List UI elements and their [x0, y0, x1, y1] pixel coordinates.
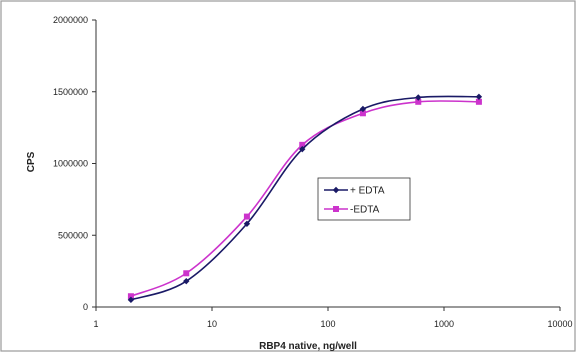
axes: 0 500000 1000000 1500000 2000000 1 10 100 1000 10… [53, 15, 573, 329]
legend-label: + EDTA [350, 186, 385, 197]
y-tick-label: 1000000 [53, 159, 88, 169]
x-tick-label: 1000 [434, 319, 454, 329]
legend-marker [333, 206, 339, 212]
data-point [415, 98, 422, 105]
data-point [243, 213, 250, 220]
y-tick-label: 0 [83, 302, 88, 312]
data-point [183, 277, 190, 285]
y-axis-title: CPS [26, 151, 37, 172]
data-point [475, 93, 483, 100]
y-tick-label: 2000000 [53, 15, 88, 25]
data-point [415, 94, 422, 101]
data-point [127, 293, 134, 300]
data-point [183, 270, 190, 277]
data-point [299, 145, 306, 153]
x-tick-label: 1 [93, 319, 98, 329]
data-point [127, 296, 135, 304]
x-tick-label: 10000 [547, 319, 572, 329]
legend-box [317, 177, 411, 221]
data-point [359, 105, 367, 113]
plot-area [127, 93, 483, 304]
legend-marker [332, 186, 340, 194]
legend: + EDTA -EDTA [317, 177, 411, 221]
y-tick-label: 1500000 [53, 87, 88, 97]
data-point [299, 141, 306, 148]
x-axis-title: RBP4 native, ng/well [259, 341, 357, 352]
y-tick-label: 500000 [58, 230, 88, 240]
data-point [359, 110, 366, 117]
data-point [243, 220, 251, 227]
x-tick-label: 10 [207, 319, 217, 329]
data-point [475, 98, 482, 105]
legend-label: -EDTA [350, 205, 380, 216]
x-tick-label: 100 [320, 319, 335, 329]
